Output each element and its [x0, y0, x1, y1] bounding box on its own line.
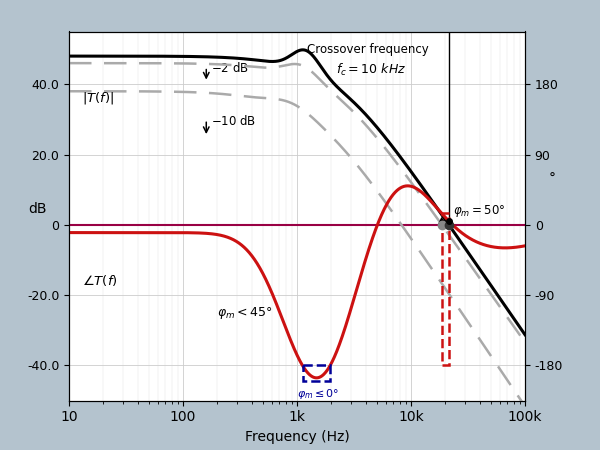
Text: $\varphi_m \leq 0°$: $\varphi_m \leq 0°$: [297, 387, 340, 401]
Text: $-10$ dB: $-10$ dB: [211, 114, 256, 128]
Text: $|T(f)|$: $|T(f)|$: [82, 90, 115, 106]
Text: $-2$ dB: $-2$ dB: [211, 61, 248, 76]
Text: $\varphi_m < 45°$: $\varphi_m < 45°$: [217, 305, 273, 321]
Text: Crossover frequency: Crossover frequency: [307, 43, 429, 56]
X-axis label: Frequency (Hz): Frequency (Hz): [245, 430, 349, 444]
Y-axis label: °: °: [549, 172, 556, 186]
Text: $\angle T(f)$: $\angle T(f)$: [82, 273, 118, 288]
Y-axis label: dB: dB: [28, 202, 46, 216]
Text: $f_c = 10$ kHz: $f_c = 10$ kHz: [337, 62, 407, 78]
Text: $\varphi_m = 50°$: $\varphi_m = 50°$: [452, 203, 505, 219]
